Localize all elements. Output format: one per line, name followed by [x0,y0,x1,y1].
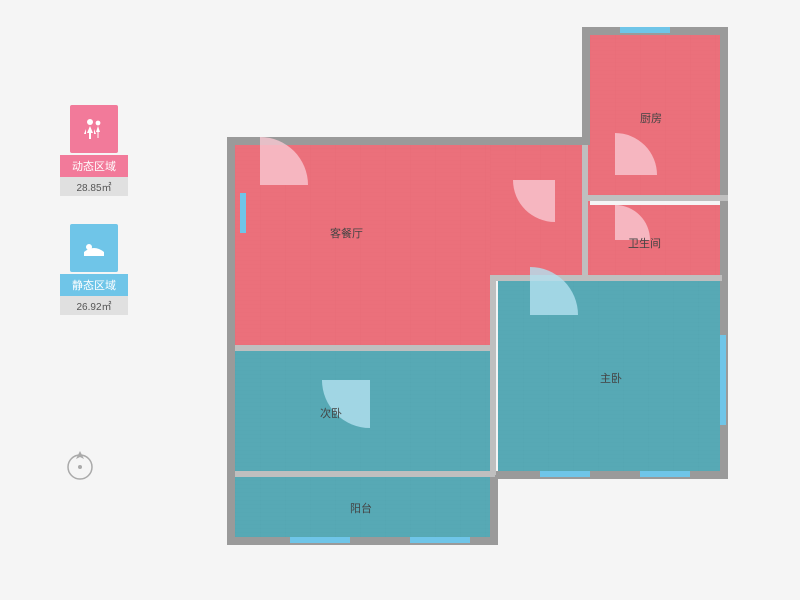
door-arc [212,137,308,233]
floorplan: 客餐厅厨房卫生间次卧主卧阳台 [200,25,750,555]
legend: 动态区域 28.85㎡ 静态区域 26.92㎡ [60,105,128,343]
room-balcony [235,477,490,537]
window [410,537,470,543]
door-arc [322,332,418,428]
legend-dynamic-label: 动态区域 [60,155,128,177]
wall [490,471,498,545]
wall [235,471,495,477]
legend-dynamic-value: 28.85㎡ [60,177,128,196]
sleep-icon [70,224,118,272]
window [540,471,590,477]
door-arc [482,267,578,363]
people-icon [70,105,118,153]
window [290,537,350,543]
legend-static-value: 26.92㎡ [60,296,128,315]
legend-static: 静态区域 26.92㎡ [60,224,128,315]
window [640,471,690,477]
legend-dynamic: 动态区域 28.85㎡ [60,105,128,196]
legend-static-label: 静态区域 [60,274,128,296]
window [720,335,726,425]
compass-icon [60,445,100,485]
window [620,27,670,33]
door-arc [580,205,650,275]
wall [582,27,590,145]
wall [496,471,728,479]
